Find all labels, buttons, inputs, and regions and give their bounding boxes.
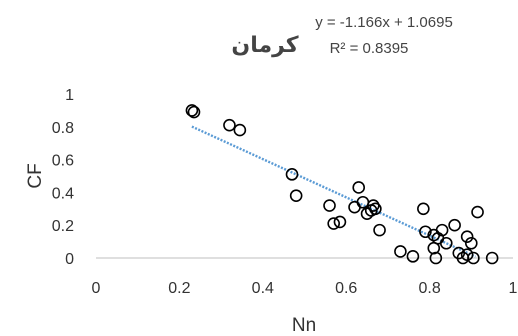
data-point	[419, 225, 432, 239]
x-tick-label: 0.8	[418, 280, 440, 297]
data-point	[467, 251, 480, 265]
trendline-equation: y = -1.166x + 1.0695	[315, 14, 453, 31]
x-tick-label: 0.4	[252, 280, 274, 297]
y-axis-ticks: 0 0.2 0.4 0.6 0.8 1	[52, 87, 74, 268]
data-point	[439, 236, 453, 250]
data-point	[323, 199, 336, 212]
data-point	[233, 123, 247, 137]
data-point	[485, 251, 499, 265]
y-axis-title: CF	[25, 163, 46, 188]
y-tick-label: 0.6	[52, 153, 74, 170]
data-point	[460, 248, 474, 262]
data-point	[435, 223, 449, 237]
y-tick-label: 0.4	[52, 185, 74, 202]
data-point	[285, 168, 299, 181]
data-point	[464, 236, 478, 250]
data-point	[352, 181, 366, 194]
data-point	[369, 202, 382, 216]
y-tick-label: 0	[65, 251, 74, 268]
x-axis-ticks: 0 0.2 0.4 0.6 0.8 1	[92, 280, 518, 297]
x-tick-label: 1	[509, 280, 518, 297]
x-axis-title: Nn	[292, 315, 316, 336]
x-tick-label: 0.6	[335, 280, 357, 297]
data-point	[448, 218, 461, 232]
data-point	[333, 215, 347, 229]
data-point	[394, 245, 407, 258]
y-tick-label: 0.8	[52, 120, 74, 137]
data-point	[471, 205, 484, 219]
data-point	[289, 189, 303, 202]
data-point	[223, 118, 236, 132]
data-point	[429, 251, 443, 265]
x-tick-label: 0	[92, 280, 101, 297]
data-points	[185, 104, 499, 265]
data-point	[460, 230, 474, 243]
data-point	[417, 202, 430, 216]
trendline-r2: R² = 0.8395	[330, 40, 409, 57]
y-tick-label: 1	[65, 87, 74, 104]
data-point	[327, 217, 340, 230]
chart-title: کرمان	[231, 33, 298, 58]
data-point	[373, 223, 386, 237]
data-point	[185, 104, 199, 117]
x-tick-label: 0.2	[168, 280, 190, 297]
data-point	[187, 105, 201, 119]
data-point	[406, 250, 420, 263]
y-tick-label: 0.2	[52, 218, 74, 235]
